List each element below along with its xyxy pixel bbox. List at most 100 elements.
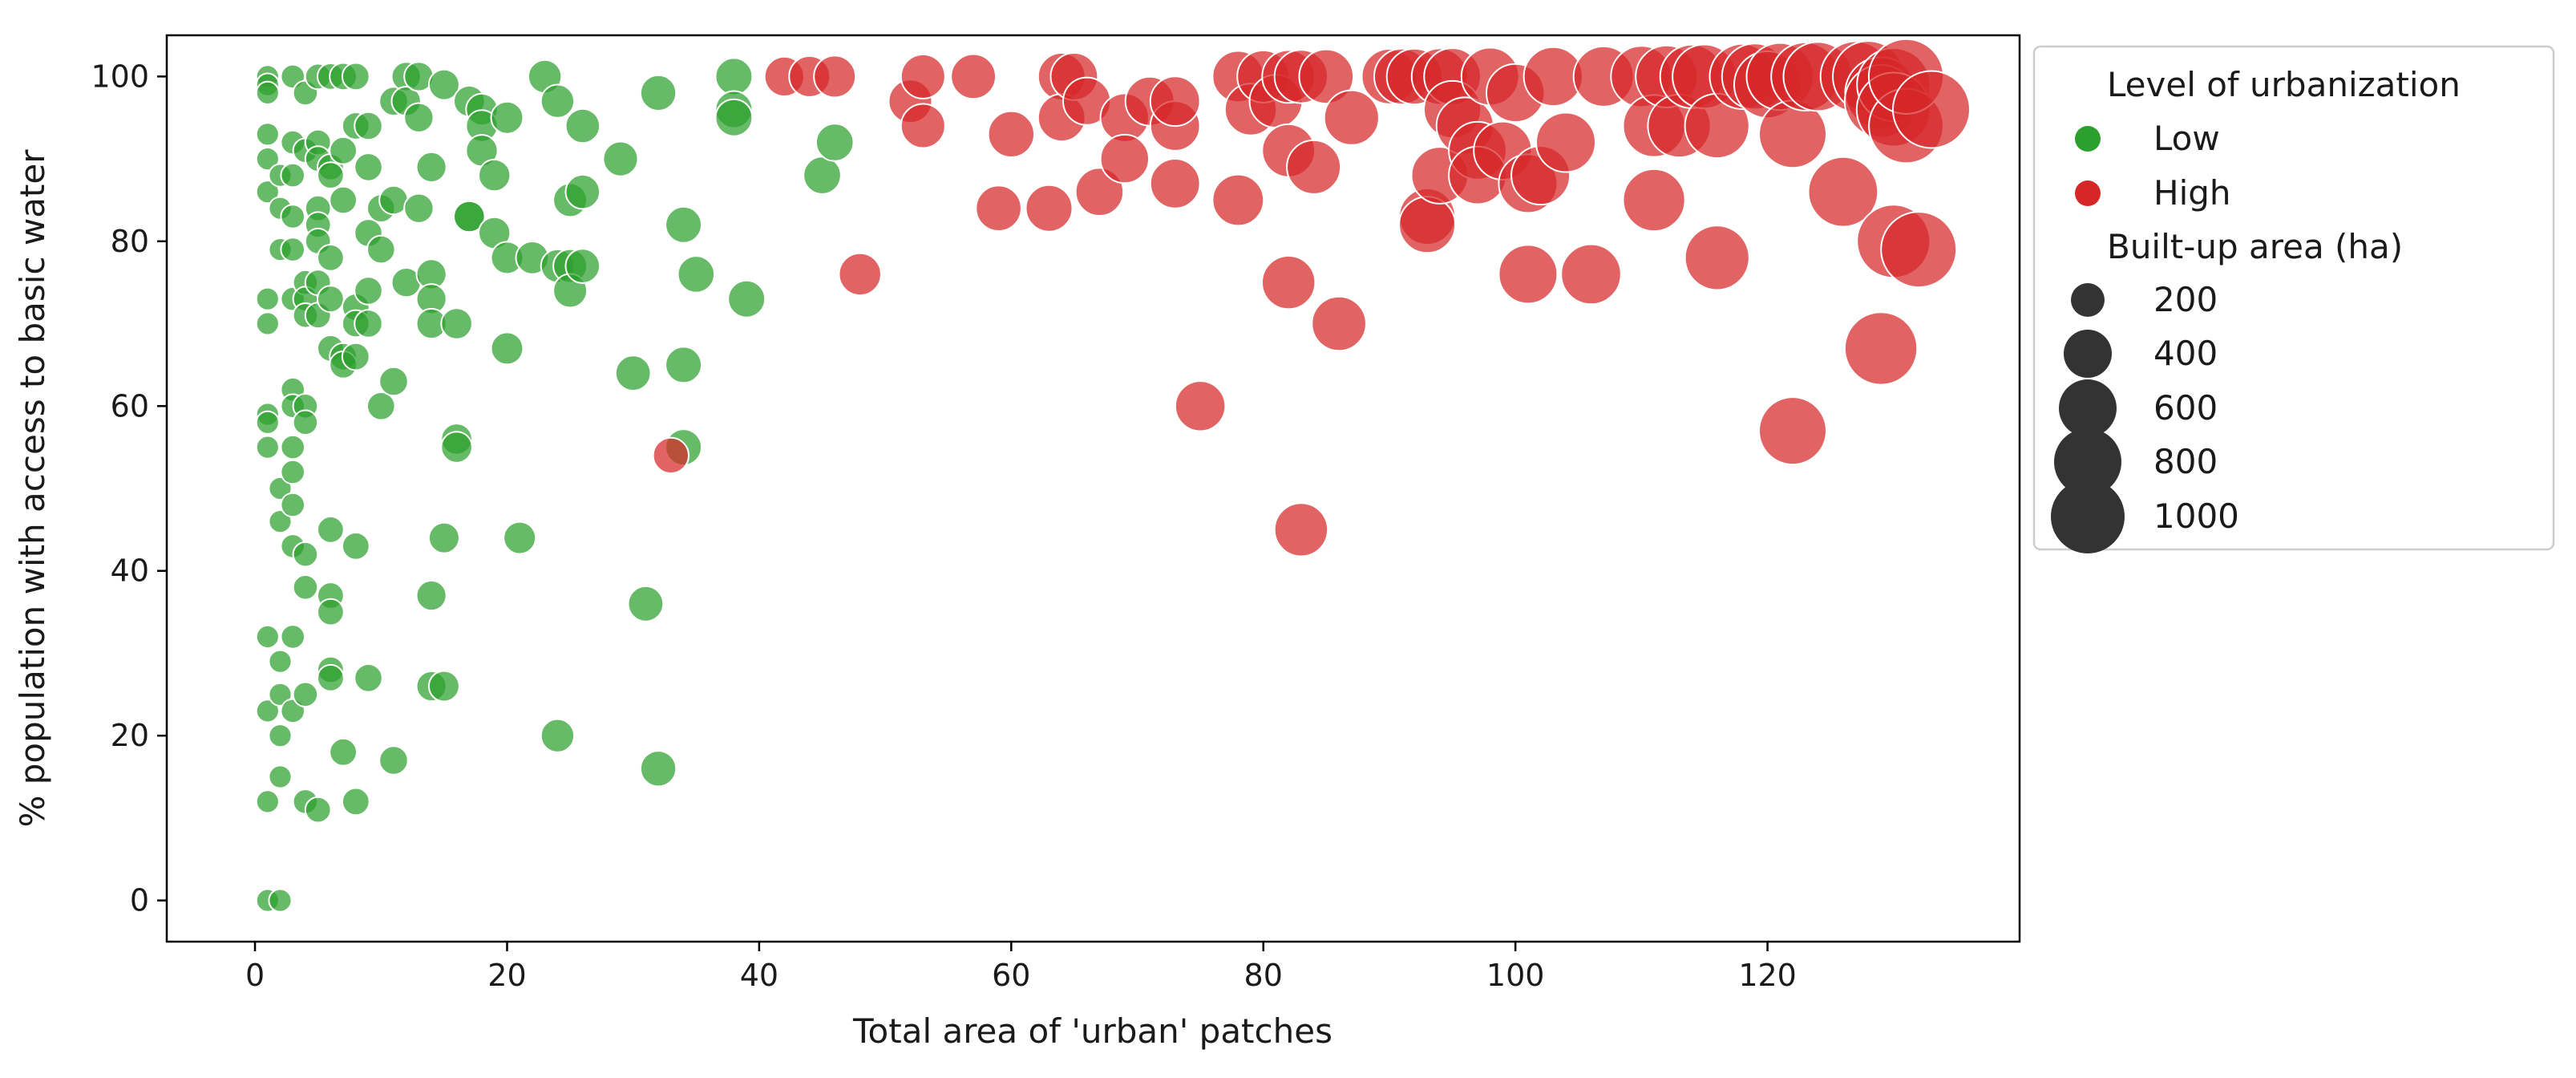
legend-size-200-label: 200 [2153, 280, 2218, 319]
data-point-low [427, 670, 460, 703]
data-point-high [1174, 380, 1227, 432]
data-point-low [341, 532, 370, 561]
data-point-low [255, 789, 280, 814]
data-point-low [292, 541, 319, 568]
legend-size-600-marker [2059, 379, 2117, 437]
data-point-low [280, 624, 306, 650]
data-point-low [415, 151, 447, 183]
data-point-low [478, 158, 512, 192]
data-point-low [292, 409, 319, 436]
data-point-low [329, 185, 358, 215]
legend-frame [2032, 45, 2555, 551]
data-point-low [714, 98, 754, 137]
legend-size-200-marker [2071, 283, 2105, 317]
data-point-low [427, 68, 460, 101]
data-point-low [341, 787, 370, 817]
data-point-low [354, 309, 383, 338]
data-point-low [255, 147, 280, 172]
data-point-low [255, 180, 280, 205]
data-point-high [1758, 396, 1827, 466]
data-point-high [813, 55, 857, 99]
x-tick-label: 120 [1738, 958, 1797, 993]
data-point-low [329, 136, 358, 165]
data-point-high [900, 53, 946, 99]
data-point-low [602, 140, 639, 177]
legend: Level of urbanization Low High Built-up … [2032, 45, 2555, 553]
data-point-low [378, 366, 409, 397]
x-tick-label: 100 [1486, 958, 1545, 993]
x-tick-label: 0 [245, 958, 265, 993]
data-point-high [1622, 168, 1686, 233]
x-tick-label: 40 [740, 958, 778, 993]
data-point-low [490, 331, 524, 366]
data-point-low [255, 122, 280, 147]
data-point-low [268, 764, 293, 789]
x-tick-label: 20 [487, 958, 526, 993]
x-axis-label: Total area of 'urban' patches [852, 1011, 1332, 1051]
data-point-low [540, 83, 576, 119]
data-point-low [280, 492, 306, 518]
data-point-low [727, 279, 766, 318]
y-tick-label: 20 [111, 718, 149, 753]
data-point-low [639, 750, 677, 788]
data-point-low [354, 111, 383, 141]
data-point-high [900, 103, 946, 149]
data-point-low [268, 476, 293, 501]
data-point-low [268, 888, 293, 913]
data-point-low [614, 355, 652, 392]
legend-size-title: Built-up area (ha) [2107, 227, 2403, 266]
data-point-low [341, 62, 370, 91]
legend-size-1000-marker [2051, 480, 2125, 553]
legend-size-1000-label: 1000 [2153, 496, 2239, 536]
data-point-low [280, 204, 306, 229]
legend-hue-title: Level of urbanization [2107, 65, 2461, 104]
data-point-low [255, 624, 280, 650]
data-point-high [1025, 184, 1074, 233]
data-point-low [366, 391, 396, 421]
data-point-high [975, 184, 1022, 233]
data-point-high [1311, 295, 1367, 352]
legend-high-label: High [2153, 173, 2231, 213]
data-point-high [1560, 243, 1622, 306]
data-point-low [564, 248, 601, 284]
data-point-low [292, 574, 319, 601]
data-point-low [440, 431, 473, 464]
data-point-low [490, 100, 524, 135]
data-point-low [815, 123, 855, 162]
data-point-high [1892, 70, 1971, 149]
data-point-low [415, 579, 447, 612]
data-point-low [665, 346, 703, 384]
data-point-high [1273, 502, 1329, 557]
legend-size-800-marker [2054, 428, 2121, 496]
y-tick-label: 60 [111, 388, 149, 424]
data-point-high [1684, 225, 1750, 291]
data-point-high [1149, 75, 1201, 128]
x-tick-label: 60 [992, 958, 1030, 993]
data-point-high [987, 110, 1036, 159]
data-point-low [317, 516, 345, 544]
data-point-low [280, 434, 306, 460]
data-point-low [354, 152, 383, 182]
data-point-high [950, 53, 997, 100]
data-point-low [803, 156, 842, 195]
data-point-high [838, 252, 882, 297]
data-point-high [1286, 139, 1342, 195]
data-point-low [540, 718, 576, 753]
data-point-low [665, 205, 703, 244]
legend-low-label: Low [2153, 119, 2220, 158]
x-tick-label: 80 [1244, 958, 1283, 993]
data-point-low [354, 276, 383, 306]
data-point-low [341, 342, 370, 371]
data-point-high [1843, 311, 1919, 386]
data-point-low [440, 307, 473, 340]
legend-size-400-marker [2064, 330, 2112, 378]
legend-size-400-label: 400 [2153, 334, 2218, 373]
data-point-low [280, 162, 306, 188]
data-point-low [255, 410, 280, 435]
data-point-low [354, 663, 383, 693]
data-point-high [1099, 133, 1151, 184]
data-point-low [403, 192, 435, 224]
data-point-low [304, 796, 332, 824]
data-point-low [268, 649, 293, 674]
data-point-low [280, 459, 306, 485]
